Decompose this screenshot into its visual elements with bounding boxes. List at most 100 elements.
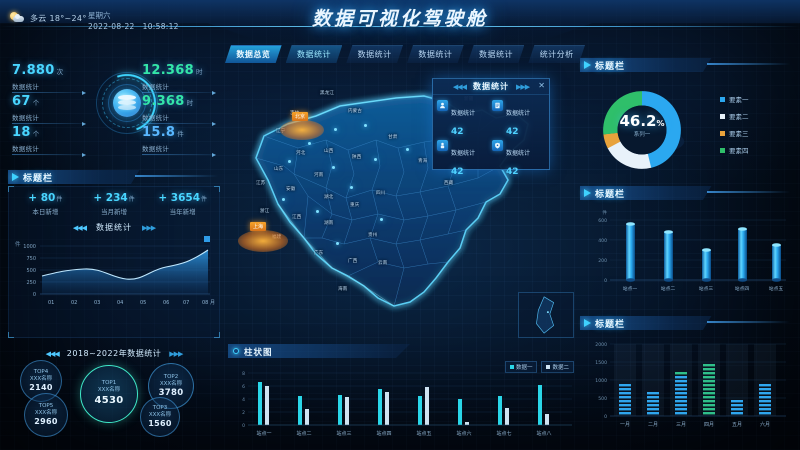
map-data-point[interactable] <box>282 198 285 201</box>
kpi-item[interactable]: 15.8 件 数据统计 <box>142 126 216 157</box>
tab-statistics-2[interactable]: 数据统计 <box>346 45 403 63</box>
delta-item[interactable]: + 80件 本日新增 <box>11 192 80 216</box>
kpi-item[interactable]: 12.368 时 数据统计 <box>142 64 216 95</box>
nav-tabs[interactable]: 数据总览 数据统计 数据统计 数据统计 数据统计 统计分析 <box>225 45 585 63</box>
svg-text:0: 0 <box>242 423 245 429</box>
map-data-point[interactable] <box>364 124 367 127</box>
document-icon <box>492 100 503 111</box>
area-chart-legend <box>204 236 213 242</box>
svg-text:站点六: 站点六 <box>456 430 471 437</box>
tab-analysis[interactable]: 统计分析 <box>528 45 585 63</box>
close-icon[interactable]: ✕ <box>538 81 545 90</box>
svg-text:五月: 五月 <box>732 422 742 428</box>
ranking-bubble-top3[interactable]: TOP3 XXX名称 1560 <box>140 397 180 437</box>
legend-item[interactable]: 要素四 <box>720 145 749 155</box>
map-hotspot-shanghai[interactable] <box>238 230 288 252</box>
map-data-point[interactable] <box>374 158 377 161</box>
kpi-label: 数据统计 <box>142 145 170 153</box>
minimap-inset[interactable] <box>518 292 574 338</box>
legend-item[interactable]: 要素一 <box>720 94 749 104</box>
donut-center-value: 46.2% <box>594 112 690 130</box>
kpi-item[interactable]: 7.880 次 数据统计 <box>12 64 86 95</box>
kpi-item[interactable]: 67 个 数据统计 <box>12 95 86 126</box>
chevron-left-icon[interactable]: ◀◀◀ <box>72 223 87 232</box>
map-hotspot-beijing[interactable] <box>280 120 324 140</box>
bar-chart-legend[interactable]: 数据一 数据二 <box>504 361 574 373</box>
popup-metric-document[interactable]: 数据统计 42 <box>492 100 545 138</box>
tab-statistics-1[interactable]: 数据统计 <box>286 45 343 63</box>
chevron-right-icon[interactable]: ▶▶▶ <box>516 82 530 91</box>
kpi-item[interactable]: 18 个 数据统计 <box>12 126 86 157</box>
svg-text:四月: 四月 <box>704 422 714 428</box>
svg-text:03: 03 <box>94 300 100 306</box>
popup-metric-user[interactable]: 数据统计 42 <box>437 100 490 138</box>
led-bar-chart[interactable]: 2000 1500 1000 500 0 <box>580 332 792 442</box>
svg-text:一月: 一月 <box>620 422 630 428</box>
chevron-right-icon[interactable]: ▶▶▶ <box>169 349 183 358</box>
kpi-rule <box>142 90 216 95</box>
map-data-point[interactable] <box>336 242 339 245</box>
donut-chart[interactable]: 46.2% 系列一 要素一 要素二 要素三 要素四 <box>580 74 792 174</box>
legend-item[interactable]: 要素三 <box>720 128 749 138</box>
header-divider <box>0 26 800 27</box>
bubble-value: 1560 <box>148 418 172 428</box>
legend-series-2[interactable]: 数据二 <box>541 361 574 373</box>
svg-text:站点三: 站点三 <box>336 430 351 437</box>
statistics-popup[interactable]: ◀◀◀ 数据统计 ▶▶▶ ✕ 数据统计 42 数据统计 <box>432 78 550 177</box>
kpi-column-left: 7.880 次 数据统计 67 个 数据统计 18 个 数据统计 <box>12 64 86 157</box>
delta-metrics: + 80件 本日新增 + 234件 当月新增 + 3654件 当年新增 <box>11 192 217 216</box>
map-tag-beijing[interactable]: 北京 <box>292 112 309 121</box>
map-tag-shanghai[interactable]: 上海 <box>250 222 267 231</box>
panel-title: 标题栏 <box>595 190 626 200</box>
tab-statistics-3[interactable]: 数据统计 <box>407 45 464 63</box>
date-label: 2022-08-22 <box>88 22 135 32</box>
kpi-value: 7.880 <box>12 63 55 78</box>
legend-series-1[interactable]: 数据一 <box>504 361 538 373</box>
map-data-point[interactable] <box>350 186 353 189</box>
kpi-unit: 次 <box>56 68 64 76</box>
kpi-rule <box>12 90 86 95</box>
delta-item[interactable]: + 234件 当月新增 <box>80 192 149 216</box>
map-data-point[interactable] <box>380 218 383 221</box>
svg-text:二月: 二月 <box>648 422 658 428</box>
chevron-left-icon[interactable]: ◀◀◀ <box>452 82 467 91</box>
kpi-unit: 个 <box>32 99 40 107</box>
chevron-right-icon[interactable]: ▶▶▶ <box>142 223 156 232</box>
arrow-icon <box>584 61 591 69</box>
map-label-hainan: 海南 <box>338 287 348 292</box>
map-data-point[interactable] <box>316 210 319 213</box>
svg-text:六月: 六月 <box>760 421 770 428</box>
tab-statistics-4[interactable]: 数据统计 <box>468 45 525 63</box>
delta-item[interactable]: + 3654件 当年新增 <box>148 192 217 216</box>
panel-header: 柱状图 <box>228 344 578 358</box>
popup-metric-shield[interactable]: 数据统计 42 <box>492 140 545 178</box>
tab-overview[interactable]: 数据总览 <box>225 45 282 63</box>
legend-item[interactable]: 要素二 <box>720 111 749 121</box>
map-data-point[interactable] <box>406 148 409 151</box>
map-data-point[interactable] <box>308 142 311 145</box>
cylinder-bar-chart[interactable]: 件 600 400 200 0 <box>580 202 792 308</box>
kpi-item[interactable]: 9.368 时 数据统计 <box>142 95 216 126</box>
svg-text:05: 05 <box>140 300 146 306</box>
map-data-point[interactable] <box>288 160 291 163</box>
map-label-jiangsu: 江苏 <box>256 181 266 186</box>
map-label-guangdong: 广东 <box>314 251 324 256</box>
map-label-neimenggu: 内蒙古 <box>348 109 362 114</box>
donut-legend[interactable]: 要素一 要素二 要素三 要素四 <box>720 94 749 162</box>
donut-unit: % <box>656 119 665 128</box>
cylinder-bar-svg: 件 600 400 200 0 <box>598 209 786 292</box>
map-data-point[interactable] <box>332 166 335 169</box>
ranking-bubble-top5[interactable]: TOP5 XXX名称 2960 <box>24 393 68 437</box>
panel-header: 标题栏 <box>580 316 792 330</box>
map-label-sichuan: 四川 <box>376 191 386 196</box>
right-bot-panel: 标题栏 2000 1500 1000 500 0 <box>580 316 792 444</box>
svg-text:2: 2 <box>242 410 245 416</box>
popup-metric-label: 数据统计 <box>506 150 531 157</box>
chevron-left-icon[interactable]: ◀◀◀ <box>45 349 60 358</box>
kpi-rule <box>142 152 216 157</box>
area-chart[interactable]: 1000 750 500 250 0 01 02 03 04 05 06 07 08 月 <box>13 236 215 308</box>
ranking-bubble-top1[interactable]: TOP1 XXX名称 4530 <box>80 365 138 423</box>
popup-metric-person[interactable]: 数据统计 42 <box>437 140 490 178</box>
map-data-point[interactable] <box>334 128 337 131</box>
